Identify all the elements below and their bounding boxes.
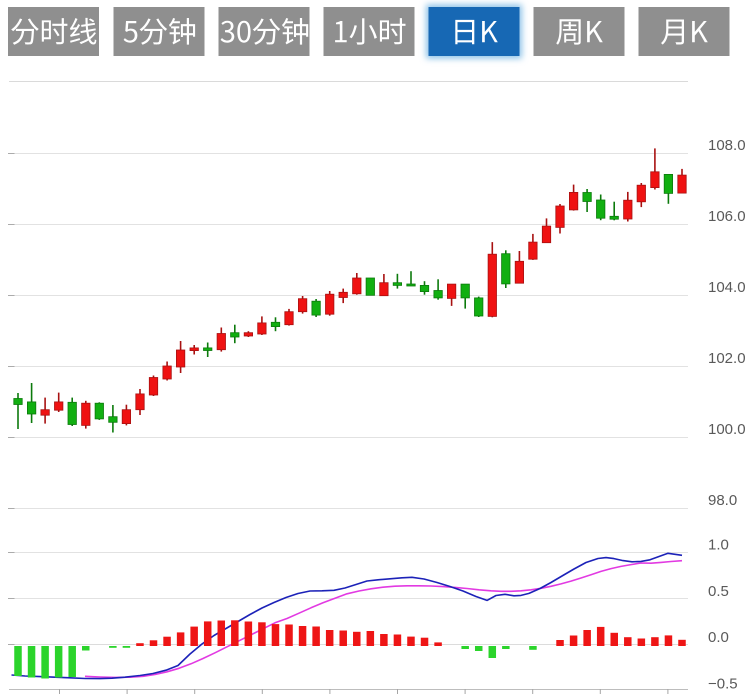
- svg-text:108.0: 108.0: [708, 137, 746, 154]
- svg-text:104.0: 104.0: [708, 279, 746, 296]
- svg-text:1.0: 1.0: [708, 537, 729, 554]
- svg-text:0.5: 0.5: [708, 583, 729, 600]
- svg-text:100.0: 100.0: [708, 421, 746, 438]
- svg-text:−0.5: −0.5: [708, 675, 738, 692]
- svg-text:0.0: 0.0: [708, 629, 729, 646]
- svg-text:98.0: 98.0: [708, 492, 737, 509]
- svg-text:102.0: 102.0: [708, 350, 746, 367]
- svg-text:106.0: 106.0: [708, 208, 746, 225]
